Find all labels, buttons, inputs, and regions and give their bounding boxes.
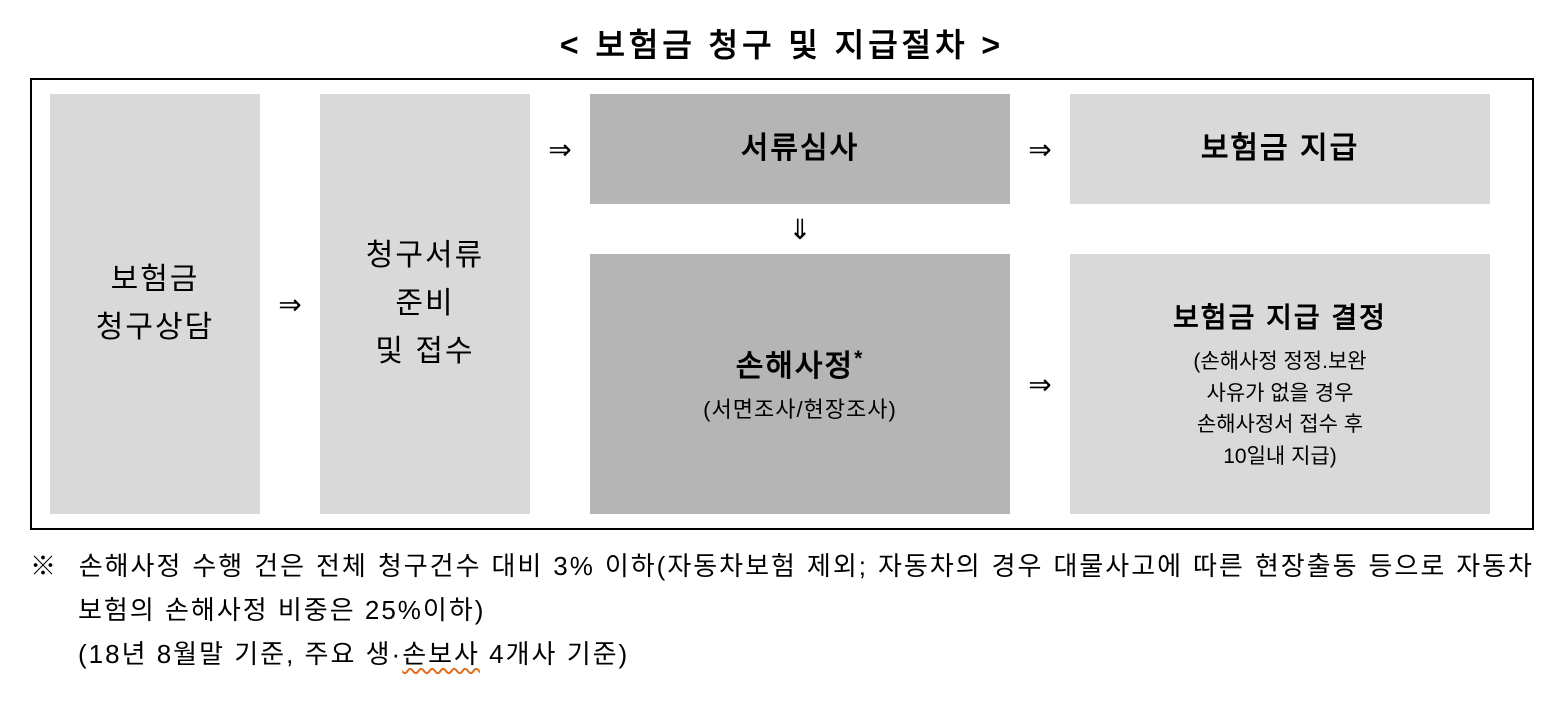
arrow-right-icon: ⇒ xyxy=(548,133,571,166)
spacer-c6-r2 xyxy=(1010,204,1070,254)
node-step4a: 보험금 지급 xyxy=(1070,94,1490,204)
node-step4b-sub3: 손해사정서 접수 후 xyxy=(1193,409,1366,441)
spacer-c7-r2 xyxy=(1070,204,1490,254)
node-step4b: 보험금 지급 결정 (손해사정 정정.보완 사유가 없을 경우 손해사정서 접수… xyxy=(1070,254,1490,514)
node-step3a-line1: 서류심사 xyxy=(741,125,859,173)
node-step4b-sub1: (손해사정 정정.보완 xyxy=(1193,346,1366,378)
node-step3b-sub: (서면조사/현장조사) xyxy=(703,395,897,426)
diagram-frame: 보험금 청구상담 ⇒ 청구서류 준비 및 접수 ⇒ 서류심사 ⇓ xyxy=(30,78,1534,530)
diagram-title: < 보험금 청구 및 지급절차 > xyxy=(30,20,1534,66)
node-step1-line1: 보험금 xyxy=(111,256,200,304)
node-step4a-line1: 보험금 지급 xyxy=(1201,125,1359,173)
arrow-right-icon: ⇒ xyxy=(278,288,301,321)
node-step2-line1: 청구서류 xyxy=(366,232,484,280)
footnote-line2a: (18년 8월말 기준, 주요 생· xyxy=(78,639,402,669)
node-step4b-line1: 보험금 지급 결정 xyxy=(1173,296,1387,341)
node-step1: 보험금 청구상담 xyxy=(50,94,260,514)
node-step4b-sub: (손해사정 정정.보완 사유가 없을 경우 손해사정서 접수 후 10일내 지급… xyxy=(1193,346,1366,472)
footnote-line2b: 4개사 기준) xyxy=(480,639,629,669)
arrow-down-icon: ⇓ xyxy=(788,213,811,246)
arrow-3a-4a: ⇒ xyxy=(1010,94,1070,204)
arrow-right-icon: ⇒ xyxy=(1028,133,1051,166)
node-step1-line2: 청구상담 xyxy=(96,304,214,352)
node-step3b: 손해사정* (서면조사/현장조사) xyxy=(590,254,1010,514)
footnote-line2-wavy: 손보사 xyxy=(402,639,480,669)
node-step3b-sup: * xyxy=(854,347,864,370)
footnote: ※ 손해사정 수행 건은 전체 청구건수 대비 3% 이하(자동차보험 제외; … xyxy=(30,544,1534,677)
arrow-3b-4b: ⇒ xyxy=(1010,254,1070,514)
footnote-prefix: ※ xyxy=(30,551,59,581)
node-step3a: 서류심사 xyxy=(590,94,1010,204)
arrow-3a-3b: ⇓ xyxy=(590,204,1010,254)
node-step4b-sub4: 10일내 지급) xyxy=(1193,441,1366,473)
arrow-1-2: ⇒ xyxy=(260,94,320,514)
node-step3b-line1: 손해사정* xyxy=(736,342,865,391)
arrow-2-3a: ⇒ xyxy=(530,94,590,204)
node-step2-line3: 및 접수 xyxy=(375,328,474,376)
footnote-line1a: 손해사정 수행 건은 전체 청구건수 대비 3% 이하(자동차보험 제외; 자동… xyxy=(79,551,1044,581)
node-step2: 청구서류 준비 및 접수 xyxy=(320,94,530,514)
spacer-c4-r3 xyxy=(530,254,590,514)
arrow-right-icon: ⇒ xyxy=(1028,368,1051,401)
node-step3b-text: 손해사정 xyxy=(736,350,854,383)
spacer-c4-r2 xyxy=(530,204,590,254)
diagram-container: < 보험금 청구 및 지급절차 > 보험금 청구상담 ⇒ 청구서류 준비 및 접… xyxy=(30,20,1534,677)
node-step4b-sub2: 사유가 없을 경우 xyxy=(1193,378,1366,410)
node-step2-line2: 준비 xyxy=(395,280,454,328)
